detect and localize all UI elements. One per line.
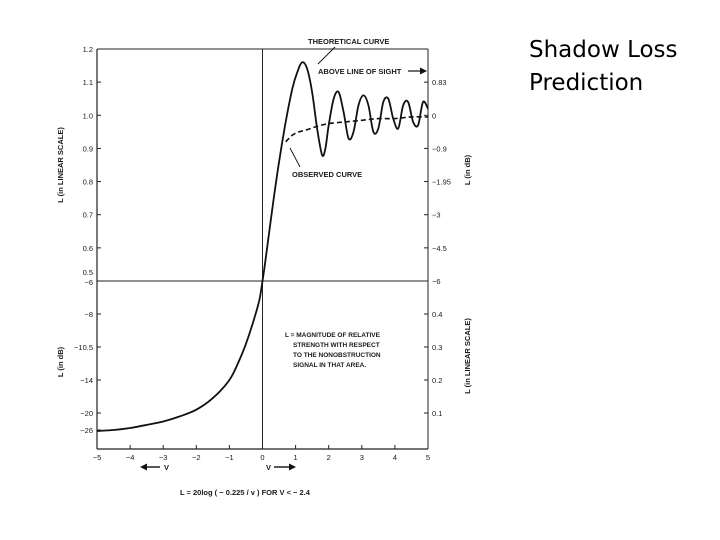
observed-curve-label: OBSERVED CURVE (292, 170, 362, 179)
observed-pointer (289, 147, 301, 168)
x-tick-label: −2 (192, 453, 201, 462)
right-lower-axis-title: L (in LINEAR SCALE) (463, 318, 472, 394)
right-lower-tick-label: 0.1 (432, 409, 442, 418)
note-line: STRENGTH WITH RESPECT (293, 342, 380, 349)
left-upper-tick-label: 0.9 (83, 144, 93, 153)
v-right-label: V (266, 463, 271, 472)
chart-labels: THEORETICAL CURVE ABOVE LINE OF SIGHT OBSE… (56, 37, 472, 497)
right-upper-tick-label: −4.5 (432, 244, 447, 253)
right-lower-tick-label: 0.3 (432, 343, 442, 352)
v-left-label: V (164, 463, 169, 472)
right-upper-tick-label: −3 (432, 211, 441, 220)
above-los-arrow-head (420, 67, 427, 75)
v-right-arrow-head (289, 463, 296, 471)
right-upper-tick-label: −6 (432, 277, 441, 286)
theoretical-curve (96, 61, 429, 432)
theoretical-curve-label: THEORETICAL CURVE (308, 37, 389, 46)
x-tick-label: −3 (159, 453, 168, 462)
left-upper-tick-label: 1.1 (83, 78, 93, 87)
left-upper-tick-label: 1.0 (83, 111, 93, 120)
slide-title: Shadow Loss Prediction (529, 37, 678, 96)
right-upper-axis-title: L (in dB) (463, 154, 472, 185)
above-line-of-sight-label: ABOVE LINE OF SIGHT (318, 67, 402, 76)
left-upper-tick-label: 0.6 (83, 244, 93, 253)
left-lower-tick-label: −8 (84, 310, 93, 319)
formula-label: L = 20log ( − 0.225 / v ) FOR V < − 2.4 (180, 488, 311, 497)
right-upper-tick-label: −1.95 (432, 178, 451, 187)
left-upper-axis-title: L (in LINEAR SCALE) (56, 127, 65, 203)
x-tick-label: 4 (393, 453, 397, 462)
reference-lines (97, 49, 428, 449)
left-upper-tick-label: 0.7 (83, 211, 93, 220)
left-lower-tick-label: −6 (84, 278, 93, 287)
left-upper-tick-label: 0.5 (83, 268, 93, 277)
left-lower-tick-label: −20 (80, 409, 93, 418)
x-tick-label: 0 (260, 453, 264, 462)
right-upper-tick-label: 0 (432, 111, 436, 120)
note-line: L = MAGNITUDE OF RELATIVE (285, 332, 381, 339)
x-tick-label: 5 (426, 453, 430, 462)
x-tick-label: 1 (294, 453, 298, 462)
right-upper-tick-label: 0.83 (432, 78, 447, 87)
left-upper-tick-label: 0.8 (83, 178, 93, 187)
left-upper-tick-label: 1.2 (83, 45, 93, 54)
axis-ticks: −5 −4 −3 −2 −1 0 1 2 3 4 5 1.2 1.1 1.0 0.9 0.8 0.7 0.6 0.5… (74, 45, 451, 462)
x-tick-label: 2 (327, 453, 331, 462)
theoretical-pointer (317, 46, 336, 65)
note-line: TO THE NONOBSTRUCTION (293, 352, 381, 359)
left-lower-tick-label: −26 (80, 426, 93, 435)
observed-curve (285, 116, 429, 143)
data-curves (96, 61, 429, 432)
right-lower-tick-label: 0.2 (432, 376, 442, 385)
left-lower-tick-label: −14 (80, 376, 93, 385)
v-left-arrow-head (140, 463, 147, 471)
left-lower-tick-label: −10.5 (74, 343, 93, 352)
x-tick-label: −5 (93, 453, 102, 462)
note-line: SIGNAL IN THAT AREA. (293, 362, 366, 369)
left-lower-axis-title: L (in dB) (56, 346, 65, 377)
right-lower-tick-label: 0.4 (432, 310, 442, 319)
right-upper-tick-label: −0.9 (432, 144, 447, 153)
x-tick-label: −4 (126, 453, 135, 462)
x-tick-label: −1 (225, 453, 234, 462)
x-tick-label: 3 (360, 453, 364, 462)
